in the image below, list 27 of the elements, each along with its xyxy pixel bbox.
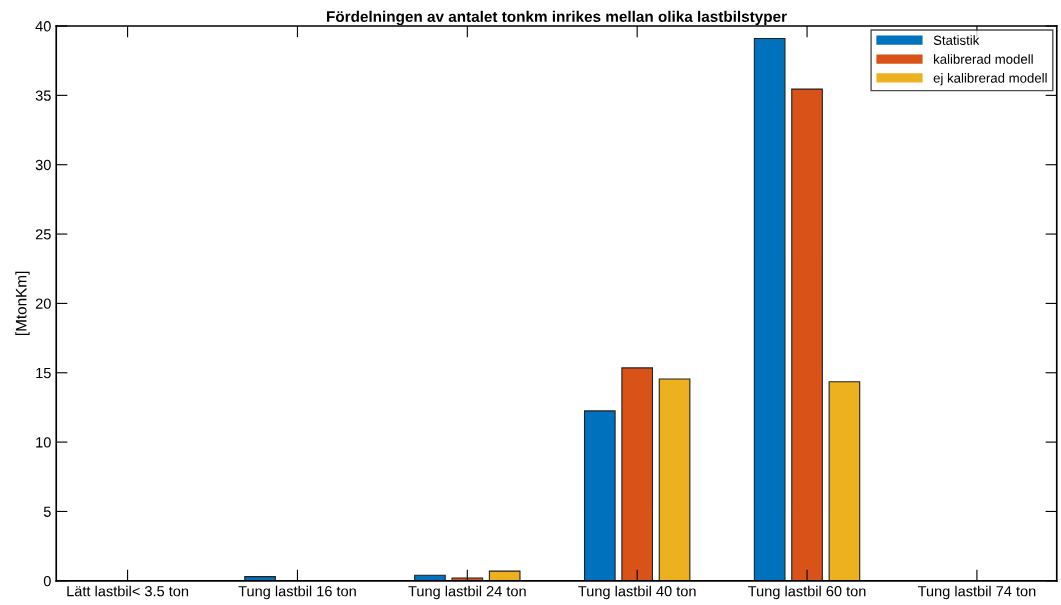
legend-label: ej kalibrerad modell [933,73,1047,86]
y-tick-label: 25 [35,229,51,240]
y-tick-label: 0 [43,575,51,587]
bar [791,88,823,581]
y-tick-label: 35 [35,90,51,101]
x-tick-label: Lätt lastbil< 3.5 ton [67,585,189,597]
bar [621,367,654,581]
y-tick-label: 20 [35,298,51,309]
x-tick-label: Tung lastbil 74 ton [917,585,1036,600]
bar [828,381,861,581]
y-tick-label: 5 [43,506,51,517]
legend-label: kalibrerad modell [934,54,1033,64]
x-tick-label: Tung lastbil 16 ton [238,585,356,600]
y-tick-label: 15 [36,368,51,379]
x-tick-label: Tung lastbil 40 ton [578,585,696,600]
y-tick-label: 40 [35,21,51,32]
legend-label: Statistik [933,35,980,45]
y-axis-title: [MtonKm] [15,271,30,335]
x-tick-label: Tung lastbil 24 ton [408,585,526,600]
chart-title: Fördelningen av antalet tonkm inrikes mellan olika lastbilstyper [327,10,787,26]
y-tick-label: 10 [36,437,51,448]
bar [753,37,786,581]
x-tick-label: Tung lastbil 60 ton [748,585,866,600]
bar [658,378,691,581]
y-tick-label: 30 [35,159,51,171]
bar [583,410,616,581]
bar [488,570,521,581]
